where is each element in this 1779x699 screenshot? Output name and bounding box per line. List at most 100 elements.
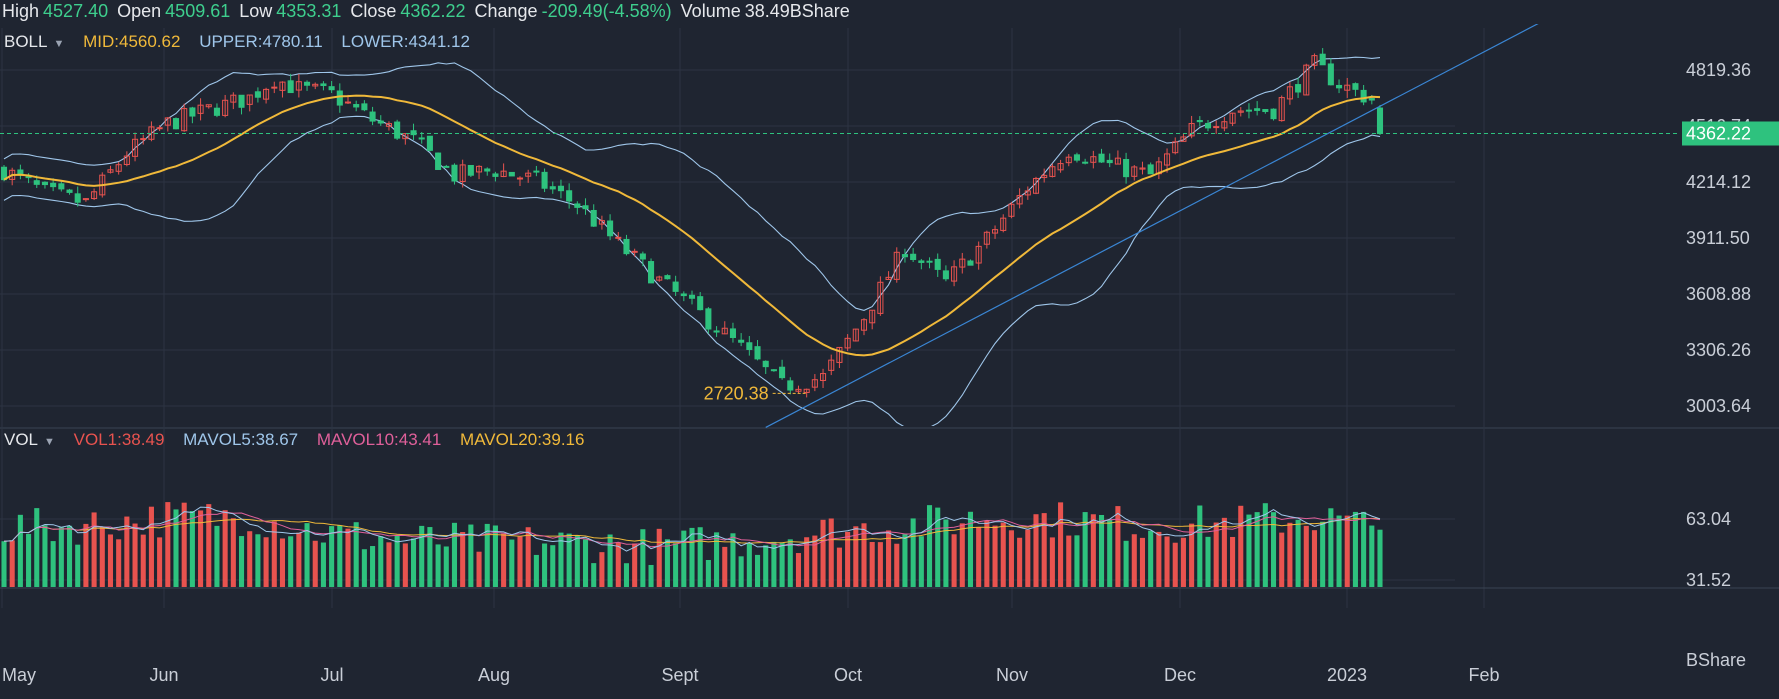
volume-bar [525,527,531,587]
volume-bar [951,534,957,587]
candle-body [983,231,990,245]
mavol5-value: MAVOL5:38.67 [183,430,299,449]
candle-body [1106,159,1113,164]
volume-bar [853,526,859,587]
candle-body [1016,195,1023,205]
volume-bar [1058,502,1064,587]
mavol10-line [3,511,1381,548]
candle-body [1352,83,1359,90]
candle-body [893,251,900,280]
candle-body [664,275,671,280]
candle-body [934,258,941,270]
volume-bar [337,525,343,587]
boll-indicator-name[interactable]: BOLL [4,32,48,51]
candle-body [492,173,499,177]
volume-bar [943,519,949,587]
candle-body [1041,174,1048,179]
candle-body [1229,112,1236,124]
candle-body [1082,161,1089,164]
x-tick-label: May [2,665,36,685]
volume-bar [1336,515,1342,587]
volume-bar [1238,505,1244,587]
volume-bar [320,542,326,587]
volume-bar [1295,519,1301,587]
candle-body [1270,108,1277,120]
volume-bar [26,533,32,587]
candle-body [508,171,515,177]
volume-bar [83,523,89,587]
volume-bar [787,539,793,587]
candle-body [926,260,933,263]
volume-bar [1049,537,1055,587]
candle-body [1368,98,1375,101]
vol-indicator-name[interactable]: VOL [4,430,39,449]
x-tick-label: Aug [478,665,510,685]
volume-bar [861,523,867,587]
x-tick-label: Feb [1468,665,1499,685]
candle-body [910,253,917,261]
volume-bar [1189,523,1195,587]
volume-bar [763,545,769,587]
candle-body [140,138,147,141]
candle-body [951,266,958,282]
volume-bar [1197,505,1203,587]
candle-body [295,81,302,91]
candle-body [795,388,802,392]
volume-bar [926,505,933,587]
candle-body [82,198,89,201]
volume-bar [165,502,171,587]
volume-bar [1139,537,1146,587]
candle-body [1213,126,1220,129]
candle-body [615,236,622,239]
x-tick-label: Dec [1164,665,1196,685]
volume-bar [370,546,376,587]
candle-body [844,337,851,349]
volume-bar [1180,537,1186,587]
x-tick-label: Oct [834,665,862,685]
volume-bar [976,527,982,587]
volume-bar [640,529,646,587]
volume-bar [476,551,482,587]
mavol20-value: MAVOL20:39.16 [460,430,585,449]
price-tick-label: 3306.26 [1686,340,1751,360]
high-label: High [2,1,40,21]
candle-body [1073,154,1080,161]
price-tick-label: 3608.88 [1686,284,1751,304]
chevron-down-icon[interactable]: ▼ [53,38,65,50]
candle-body [1327,63,1334,86]
volume-bar [140,534,146,587]
volume-bar [1344,515,1350,587]
volume-bar [582,539,589,587]
candle-body [811,379,818,388]
candle-body [836,346,843,363]
volume-bar [247,531,253,587]
volume-bar [681,530,687,587]
volume-bar [615,542,621,587]
volume-bar [132,523,138,587]
volume-bar [394,535,400,587]
candle-body [254,91,261,98]
volume-bar [1041,513,1047,587]
candle-body [754,346,761,360]
volume-bar [1311,530,1318,587]
volume-bar [34,508,40,587]
volume-bar [116,539,122,587]
volume-bar [230,518,236,587]
chevron-down-icon[interactable]: ▼ [44,436,55,448]
volume-bar [198,510,204,587]
volume-bar [378,536,384,587]
volume-bar [517,536,523,587]
volume-bar [689,527,695,587]
candle-body [394,121,401,139]
volume-bar [1352,511,1358,587]
price-tick-label: 4819.36 [1686,60,1751,80]
candlestick-chart[interactable]: May Jun Jul Aug Sept Oct Nov Dec 2023 Feb 4819.36 4… [0,24,1779,699]
candle-body [500,170,507,178]
volume-bar [1221,517,1227,587]
candle-body [230,94,237,103]
close-value: 4362.22 [400,1,466,21]
volume-bar [501,533,507,587]
candle-body [1376,107,1384,135]
volume-unit-label: BShare [1686,650,1746,670]
volume-bar [58,527,64,587]
